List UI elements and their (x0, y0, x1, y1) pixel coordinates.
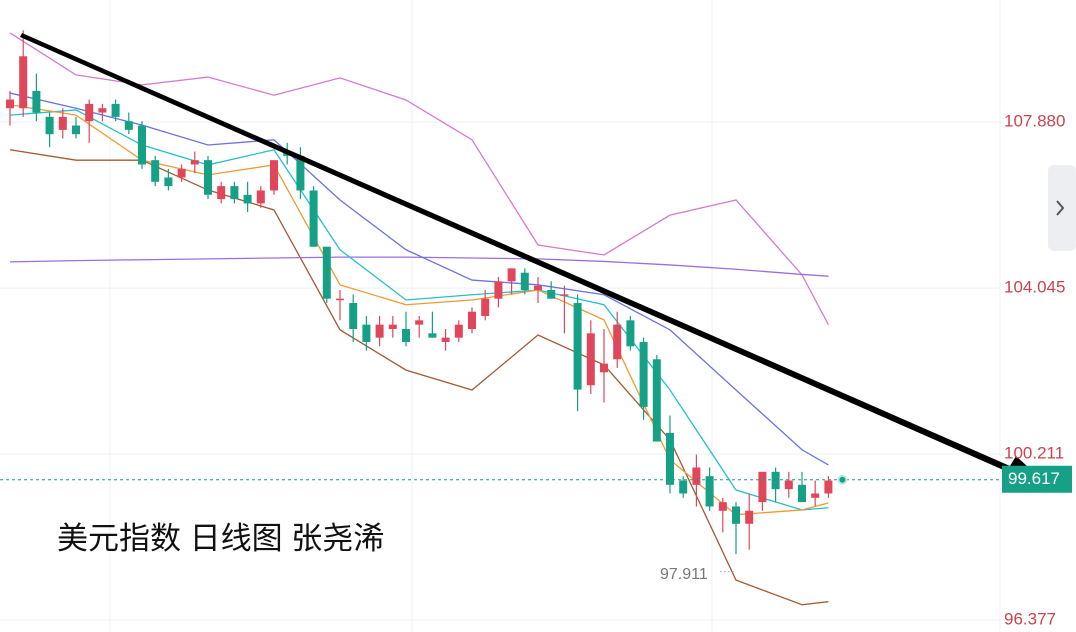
candle-body (124, 121, 133, 130)
candle-body (811, 493, 820, 498)
candle-body (613, 324, 622, 360)
last-price-box (1002, 465, 1072, 493)
candle-body (468, 311, 476, 329)
candle-body (692, 467, 701, 485)
candle-body (375, 324, 384, 338)
candle-body (98, 108, 107, 113)
y-tick-label: 100.211 (1004, 444, 1064, 463)
candle-body (573, 303, 582, 390)
y-tick-label: 104.045 (1004, 278, 1065, 297)
candle-body (230, 186, 239, 200)
candle-body (190, 160, 199, 165)
candle-body (626, 320, 635, 347)
y-tick-label: 107.880 (1004, 112, 1065, 131)
candle-body (388, 324, 397, 329)
candle-body (534, 285, 542, 291)
candle-body (58, 116, 67, 130)
candle-body (19, 56, 28, 109)
y-tick-label: 96.377 (1004, 609, 1056, 628)
last-price-dot (837, 474, 848, 485)
chart-title: 美元指数 日线图 张尧浠 (57, 521, 384, 556)
candle-body (745, 510, 754, 524)
last-price-label: 99.617 (1008, 469, 1060, 488)
indicator-line (9, 92, 829, 466)
candle-body (217, 186, 226, 200)
indicator-line (9, 32, 829, 325)
candle-body (428, 333, 437, 338)
x-grid (109, 0, 1001, 632)
candle-body (270, 160, 278, 191)
candle-body (600, 363, 608, 373)
candle-body (45, 116, 54, 135)
candle-body (32, 90, 41, 113)
indicator-line (9, 256, 829, 277)
candle-body (309, 190, 318, 247)
candle-body (520, 272, 529, 291)
candle-body (824, 480, 833, 494)
candle-body (322, 246, 331, 299)
candle-body (547, 290, 556, 299)
candle-body (758, 471, 767, 503)
candle-body (349, 303, 358, 329)
low-label: 97.911 (660, 566, 708, 583)
candle-body (771, 471, 780, 490)
candle-body (85, 103, 94, 122)
candle-body (732, 506, 740, 524)
candle-body (679, 480, 688, 494)
candle-body (494, 281, 503, 299)
candle-body (111, 103, 120, 117)
candle-body (784, 480, 793, 490)
candle-body (72, 125, 80, 135)
candle-body (296, 155, 305, 191)
candle-body (402, 328, 410, 342)
candle-body (138, 125, 146, 165)
candle-body (666, 432, 674, 485)
candle-body (560, 294, 569, 296)
candle-body (336, 298, 344, 301)
indicator-line (9, 109, 829, 511)
chevron (1056, 200, 1065, 216)
trend-arrow (20, 33, 1040, 482)
candle-body (705, 476, 714, 507)
candle-body (507, 268, 516, 282)
candle-body (481, 298, 490, 316)
candle-body (441, 337, 450, 342)
candle-body (718, 502, 727, 511)
candle-body (177, 168, 186, 178)
candle-body (6, 99, 14, 109)
candle-body (639, 341, 648, 407)
candle-body (454, 324, 463, 338)
candle-body (204, 160, 212, 195)
candle-body (586, 333, 595, 386)
candle-body (164, 177, 173, 187)
indicator-line (9, 104, 829, 516)
candle-body (415, 320, 424, 325)
candle-body (256, 190, 265, 204)
candle-body (151, 160, 160, 182)
candle-body (652, 359, 661, 442)
candle-body (243, 194, 252, 204)
candle-body (362, 324, 371, 342)
candle-body (798, 484, 806, 503)
